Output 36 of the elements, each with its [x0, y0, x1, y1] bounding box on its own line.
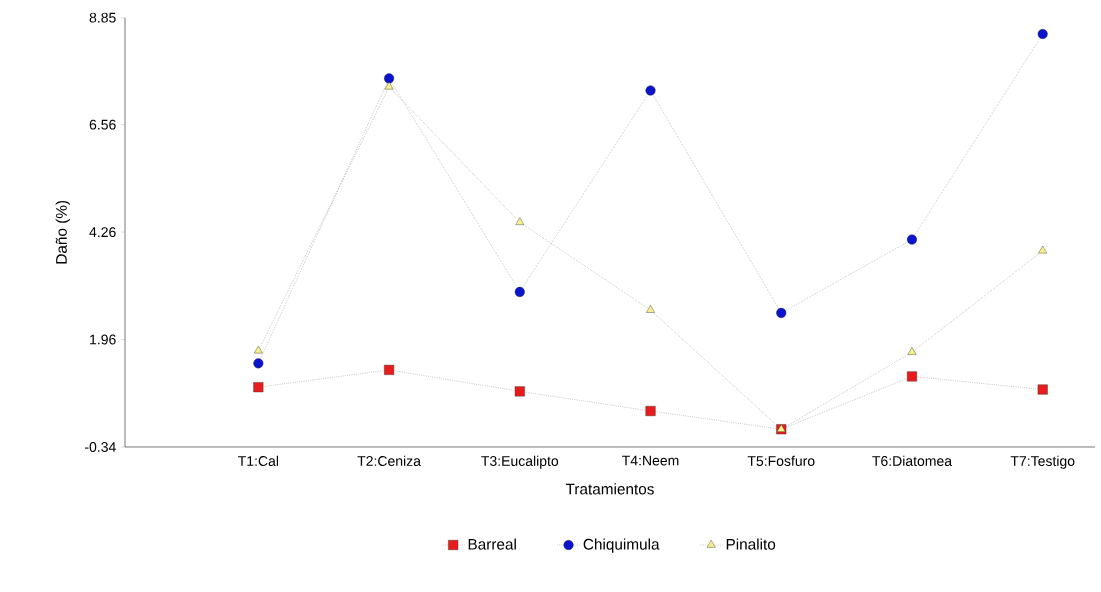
point	[646, 305, 655, 313]
point	[1037, 29, 1048, 39]
point	[1037, 384, 1048, 395]
x-axis-title: Tratamientos	[565, 483, 654, 495]
x-tick-label: T2:Ceniza	[357, 455, 421, 466]
legend-label: Barreal	[468, 538, 516, 550]
point	[906, 371, 917, 382]
legend-label: Chiquimula	[583, 538, 660, 553]
x-tick-label: T6:Diatomea	[872, 455, 953, 466]
y-tick-label: 8.85	[89, 12, 116, 23]
x-tick-label: T1:Cal	[238, 455, 279, 466]
x-tick-label: T5:Fosfuro	[747, 455, 815, 466]
legend-label: Pinalito	[726, 538, 776, 550]
point	[515, 217, 525, 225]
point	[253, 345, 263, 354]
point	[514, 386, 525, 397]
y-tick-label: 1.96	[90, 334, 116, 345]
x-tick-label: T4:Neem	[622, 455, 679, 466]
point	[645, 406, 656, 417]
point	[906, 234, 917, 245]
point	[907, 347, 917, 355]
point	[384, 81, 394, 90]
point	[384, 364, 395, 375]
y-axis-title: Daño (%)	[55, 200, 70, 264]
point	[384, 73, 395, 84]
point	[645, 85, 656, 96]
y-tick-label: 4.26	[89, 227, 116, 238]
point	[1038, 245, 1048, 254]
point	[253, 382, 264, 393]
point	[514, 286, 525, 297]
x-tick-label: T3:Eucalipto	[481, 455, 559, 469]
y-tick-label: -0.34	[85, 442, 116, 452]
point	[253, 358, 264, 369]
x-tick-label: T7:Testigo	[1010, 455, 1075, 469]
y-tick-label: 6.56	[89, 119, 116, 130]
point	[776, 307, 787, 318]
